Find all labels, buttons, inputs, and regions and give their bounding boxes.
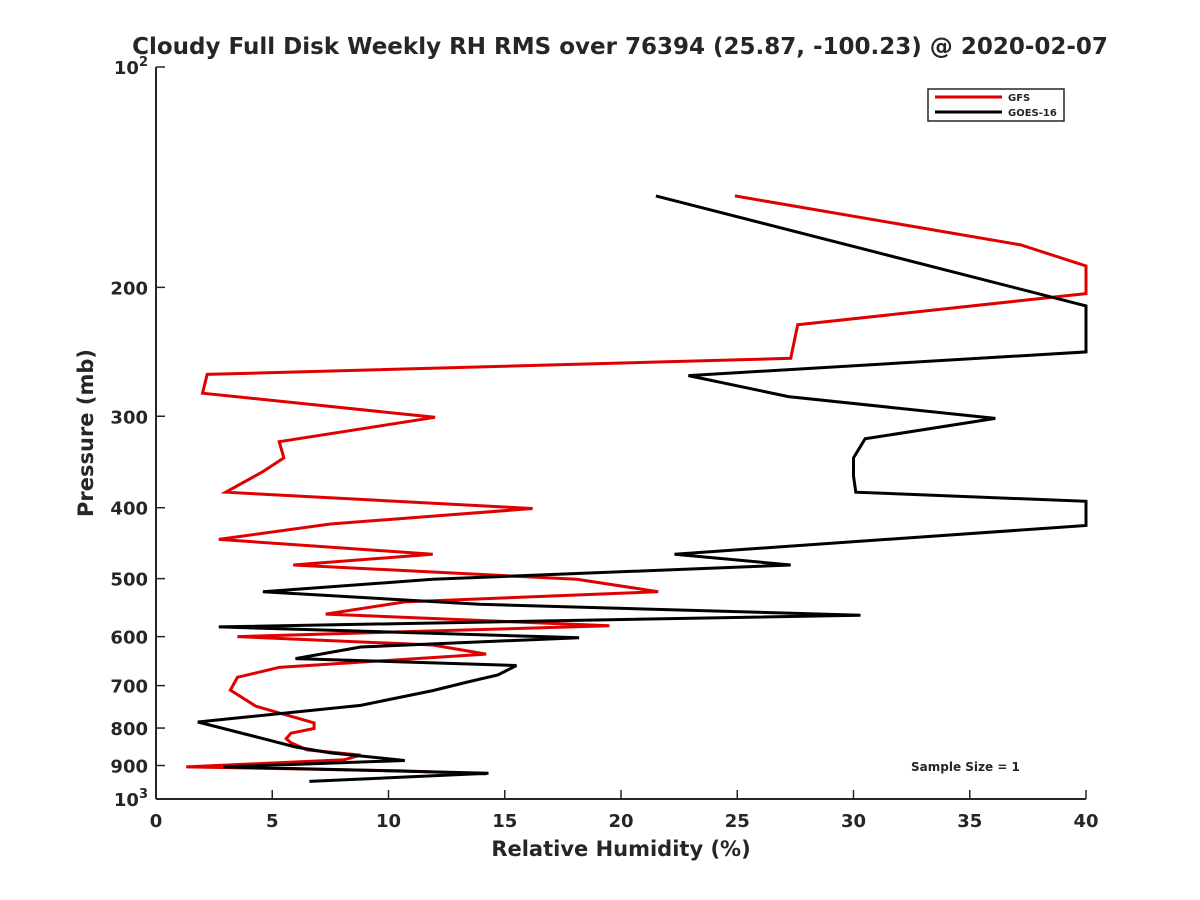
y-tick-label: 800 bbox=[110, 719, 148, 740]
x-ticks: 0 5 10 15 20 25 30 35 40 bbox=[150, 790, 1099, 832]
y-axis-label: Pressure (mb) bbox=[74, 349, 98, 517]
y-tick-label: 103 bbox=[114, 787, 148, 811]
y-tick-label: 700 bbox=[110, 677, 148, 698]
x-tick-label: 20 bbox=[608, 811, 633, 832]
y-tick-label: 200 bbox=[110, 278, 148, 299]
x-tick-label: 35 bbox=[957, 811, 982, 832]
y-tick-label: 600 bbox=[110, 628, 148, 649]
y-tick-label: 500 bbox=[110, 570, 148, 591]
x-tick-label: 40 bbox=[1073, 811, 1098, 832]
x-tick-label: 15 bbox=[492, 811, 517, 832]
y-tick-label: 102 bbox=[114, 55, 148, 79]
x-tick-label: 5 bbox=[266, 811, 279, 832]
legend-label-gfs: GFS bbox=[1008, 93, 1030, 104]
x-axis-label: Relative Humidity (%) bbox=[491, 837, 750, 861]
x-tick-label: 25 bbox=[725, 811, 750, 832]
x-tick-label: 10 bbox=[376, 811, 401, 832]
x-tick-label: 30 bbox=[841, 811, 866, 832]
y-tick-label: 300 bbox=[110, 407, 148, 428]
y-tick-label: 400 bbox=[110, 499, 148, 520]
y-tick-label: 900 bbox=[110, 757, 148, 778]
legend-box bbox=[927, 88, 1065, 122]
chart-title: Cloudy Full Disk Weekly RH RMS over 7639… bbox=[132, 34, 1108, 60]
legend-label-goes16: GOES-16 bbox=[1008, 108, 1057, 119]
series-line-gfs bbox=[186, 194, 1088, 776]
legend: GFS GOES-16 bbox=[927, 88, 1065, 122]
plot-lines bbox=[186, 194, 1088, 783]
series-line-goes-16 bbox=[197, 194, 1088, 783]
y-ticks: 102 200 300 400 500 600 700 800 900 103 bbox=[110, 55, 165, 811]
sample-size-annotation: Sample Size = 1 bbox=[911, 760, 1020, 774]
x-tick-label: 0 bbox=[150, 811, 163, 832]
